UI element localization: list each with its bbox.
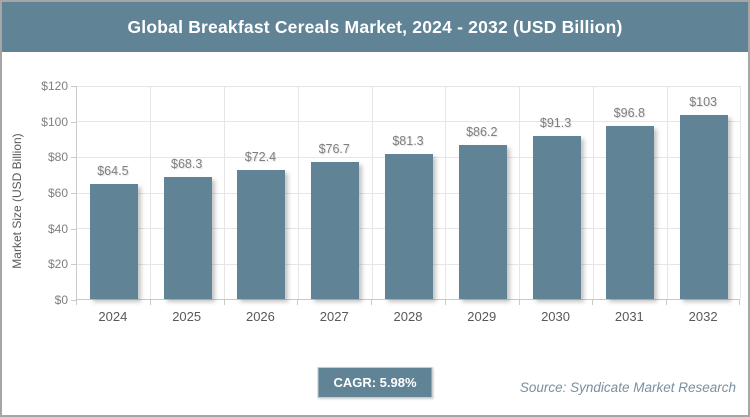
x-tick-mark — [739, 300, 740, 305]
x-axis-label: 2030 — [541, 309, 570, 324]
gridline-vertical — [371, 86, 373, 299]
bar-2029 — [458, 145, 507, 299]
y-tick-mark — [71, 300, 76, 301]
gridline-vertical — [666, 86, 668, 299]
bar-value-label: $68.3 — [171, 157, 203, 172]
x-axis-label: 2027 — [319, 309, 349, 324]
gridline-vertical — [519, 86, 521, 299]
bar-2030 — [532, 136, 581, 299]
gridline-vertical — [445, 86, 447, 299]
x-axis-label: 2026 — [245, 309, 275, 324]
x-tick-mark — [592, 300, 594, 305]
title-band: Global Breakfast Cereals Market, 2024 - … — [2, 2, 748, 52]
x-tick-mark — [518, 300, 520, 305]
x-axis-label: 2029 — [467, 309, 497, 324]
plot-area — [76, 85, 741, 300]
x-axis-label: 2028 — [393, 309, 423, 324]
bar-value-label: $64.5 — [97, 163, 129, 178]
gridline-vertical — [150, 86, 152, 299]
x-tick-mark — [223, 300, 225, 305]
gridline-vertical — [740, 86, 741, 299]
x-tick-mark — [297, 300, 299, 305]
y-tick-label: $0 — [54, 293, 68, 307]
y-tick-mark — [71, 157, 76, 159]
gridline-horizontal — [77, 121, 740, 123]
x-tick-mark — [149, 300, 151, 305]
y-tick-label: $20 — [47, 257, 68, 272]
bar-2031 — [606, 126, 655, 299]
bar-value-label: $76.7 — [318, 142, 350, 157]
y-tick-label: $80 — [47, 150, 68, 165]
y-tick-label: $40 — [47, 221, 68, 236]
gridline-vertical — [592, 86, 594, 299]
bar-value-label: $103 — [689, 95, 717, 110]
x-axis-label: 2031 — [614, 309, 644, 324]
gridline-vertical — [297, 86, 299, 299]
x-tick-mark — [76, 300, 77, 305]
x-axis-label: 2025 — [172, 309, 202, 324]
cagr-badge: CAGR: 5.98% — [317, 367, 433, 398]
y-tick-label: $100 — [41, 114, 68, 129]
y-tick-mark — [71, 121, 76, 123]
bar-value-label: $86.2 — [466, 125, 498, 140]
x-axis-label: 2024 — [98, 309, 128, 324]
x-tick-mark — [371, 300, 373, 305]
y-tick-mark — [71, 86, 76, 87]
x-axis-label: 2032 — [688, 309, 718, 324]
y-tick-label: $60 — [47, 186, 68, 200]
bar-value-label: $81.3 — [392, 134, 424, 148]
bar-2032 — [680, 115, 729, 299]
chart-title: Global Breakfast Cereals Market, 2024 - … — [127, 16, 623, 37]
bar-2025 — [163, 177, 212, 299]
x-tick-mark — [444, 300, 446, 305]
x-tick-mark — [666, 300, 668, 305]
gridline-horizontal — [77, 85, 740, 87]
bar-value-label: $96.8 — [613, 106, 645, 121]
y-tick-mark — [71, 228, 76, 230]
bar-2028 — [385, 154, 433, 299]
gridline-vertical — [224, 86, 226, 299]
bar-2027 — [311, 162, 360, 299]
y-tick-mark — [71, 193, 76, 194]
y-tick-mark — [71, 264, 76, 266]
bar-value-label: $72.4 — [244, 149, 277, 164]
y-tick-label: $120 — [41, 79, 68, 93]
bar-2026 — [237, 169, 286, 299]
chart-area: Market Size (USD Billion) $0 $20 $40 $60 $80… — [2, 52, 748, 362]
bar-value-label: $91.3 — [539, 116, 572, 131]
source-attribution: Source: Syndicate Market Research — [519, 380, 736, 395]
bar-2024 — [89, 183, 138, 299]
